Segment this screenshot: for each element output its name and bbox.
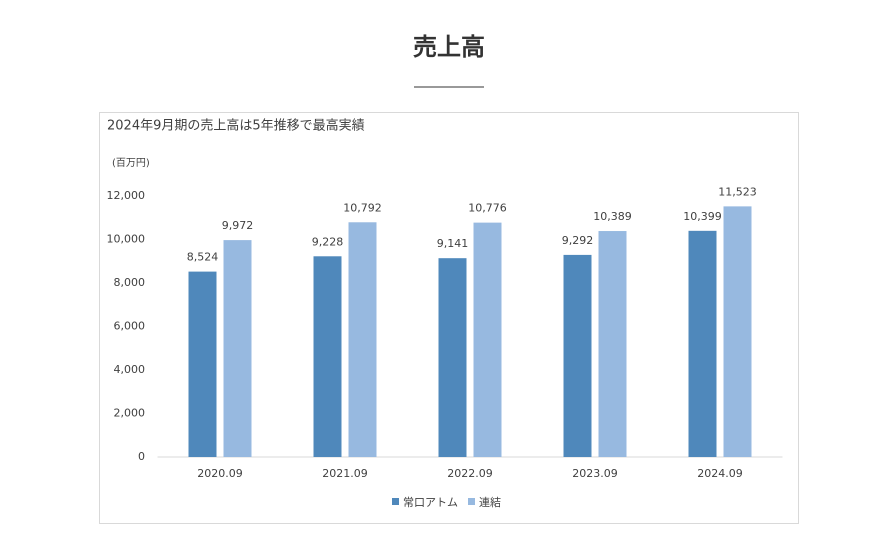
bar	[438, 258, 467, 457]
bar	[223, 240, 252, 457]
data-label: 9,228	[312, 235, 344, 248]
x-tick-label: 2021.09	[322, 467, 368, 480]
bar	[348, 222, 377, 457]
y-axis-label: (百万円)	[112, 157, 150, 169]
data-label: 9,972	[222, 219, 254, 232]
x-tick-label: 2022.09	[447, 467, 493, 480]
y-tick-label: 4,000	[114, 363, 146, 376]
bar	[188, 271, 217, 457]
bar	[598, 231, 627, 457]
data-label: 11,523	[718, 185, 757, 198]
legend-swatch	[392, 498, 399, 505]
bar	[313, 256, 342, 457]
y-tick-label: 0	[138, 450, 145, 463]
y-tick-label: 10,000	[107, 233, 146, 246]
y-tick-label: 6,000	[114, 320, 146, 333]
data-label: 10,792	[343, 201, 382, 214]
data-label: 9,292	[562, 234, 594, 247]
x-tick-label: 2020.09	[197, 467, 243, 480]
legend-label: 連結	[479, 495, 501, 509]
bar	[688, 230, 717, 457]
x-tick-label: 2023.09	[572, 467, 618, 480]
data-label: 10,399	[683, 210, 722, 223]
bar	[723, 206, 752, 457]
chart-title: 2024年9月期の売上高は5年推移で最高実績	[107, 118, 365, 134]
chart-frame	[99, 112, 799, 524]
y-tick-label: 2,000	[114, 407, 146, 420]
y-tick-label: 12,000	[107, 189, 146, 202]
x-tick-label: 2024.09	[697, 467, 743, 480]
legend-label: 常口アトム	[403, 496, 458, 509]
bar	[563, 254, 592, 457]
bar	[473, 222, 502, 457]
data-label: 10,776	[468, 202, 507, 215]
data-label: 10,389	[593, 210, 632, 223]
data-label: 9,141	[437, 237, 469, 250]
y-tick-label: 8,000	[114, 276, 146, 289]
data-label: 8,524	[187, 251, 219, 264]
page-title: 売上高	[413, 33, 485, 61]
legend-swatch	[468, 498, 475, 505]
